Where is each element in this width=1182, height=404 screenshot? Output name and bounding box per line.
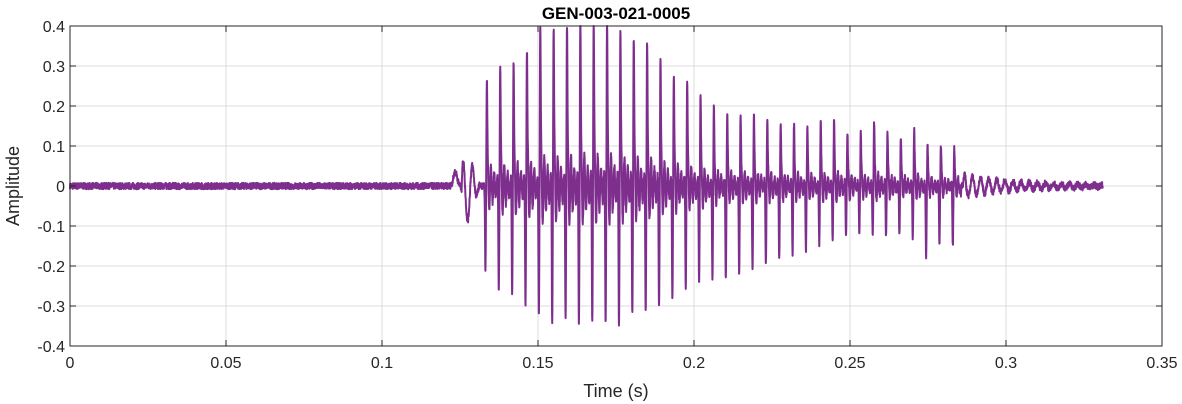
waveform-line [69,25,1104,327]
y-tick-label: 0.3 [43,59,65,76]
y-tick-label: -0.4 [37,339,65,356]
x-tick-label: 0 [66,355,75,372]
x-tick-label: 0.1 [371,355,393,372]
y-tick-label: 0.1 [43,139,65,156]
x-axis-label: Time (s) [583,381,648,401]
y-tick-label: 0 [56,179,65,196]
y-tick-label: 0.2 [43,99,65,116]
y-tick-label: 0.4 [43,19,65,36]
y-tick-label: -0.3 [37,299,65,316]
x-tick-label: 0.2 [683,355,705,372]
x-tick-label: 0.15 [522,355,553,372]
x-tick-label: 0.3 [995,355,1017,372]
chart-title: GEN-003-021-0005 [542,4,690,23]
x-tick-label: 0.35 [1146,355,1177,372]
y-tick-label: -0.2 [37,259,65,276]
x-tick-label: 0.05 [210,355,241,372]
x-tick-label: 0.25 [834,355,865,372]
y-tick-label: -0.1 [37,219,65,236]
ticks: 0 0.05 0.1 0.15 0.2 0.25 0.3 0.35 -0.4 -0.3 -0.2 -0… [37,19,1177,372]
y-axis-label: Amplitude [3,146,23,226]
